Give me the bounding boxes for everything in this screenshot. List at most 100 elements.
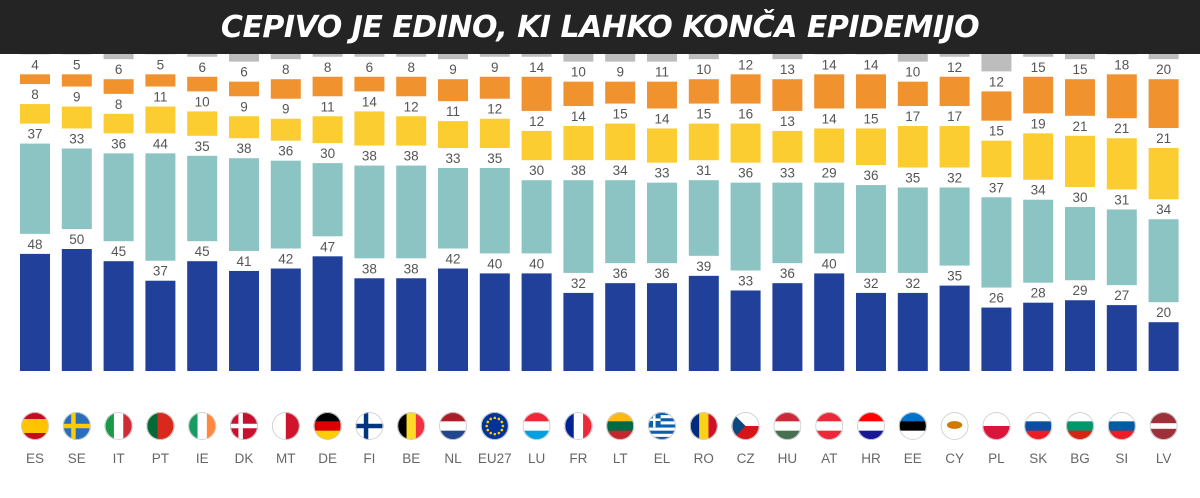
value-label-lv-1: 34 [1156, 202, 1172, 217]
bar-segment-hu-0 [772, 283, 803, 371]
country-label-cy: CY [945, 451, 964, 466]
flag-icon-si [1107, 412, 1136, 440]
bar-segment-hr-3 [856, 74, 886, 109]
value-label-el-3: 11 [655, 65, 669, 80]
flag-icon-at [815, 412, 844, 440]
bar-segment-de-4 [312, 54, 343, 57]
value-label-ee-2: 17 [905, 109, 920, 124]
flag-icon-fr [564, 412, 593, 440]
value-label-mt-1: 36 [278, 144, 293, 159]
value-label-pl-0: 26 [989, 291, 1004, 306]
value-label-se-1: 33 [69, 131, 84, 146]
bar-segment-es-0 [20, 253, 50, 371]
bar-segment-fr-2 [563, 126, 594, 161]
country-label-be: BE [402, 451, 420, 466]
value-label-cy-0: 35 [947, 269, 962, 284]
value-label-ie-2: 10 [195, 94, 210, 109]
bar-segment-bg-3 [1065, 79, 1095, 116]
value-label-ie-0: 45 [195, 244, 210, 259]
flag-icon-ro [689, 412, 718, 440]
bar-segment-bg-4 [1065, 54, 1095, 60]
bar-segment-lv-4 [1148, 54, 1179, 60]
bar-segment-sk-4 [1023, 54, 1054, 57]
value-label-at-0: 40 [822, 256, 837, 271]
bar-segment-ro-4 [688, 54, 719, 60]
bar-segment-ro-3 [688, 79, 719, 104]
value-label-cy-2: 17 [947, 109, 962, 124]
bar-segment-be-3 [396, 76, 427, 97]
value-label-hr-3: 14 [863, 57, 879, 72]
bar-segment-hr-1 [856, 185, 886, 273]
bar-segment-eu27-4 [479, 54, 510, 57]
bar-segment-lv-1 [1148, 219, 1179, 303]
bar-segment-pt-2 [145, 106, 176, 134]
bar-segment-ie-0 [187, 261, 218, 371]
value-label-pt-3: 5 [157, 57, 165, 72]
value-label-dk-1: 38 [236, 141, 251, 156]
bar-segment-pt-1 [145, 153, 176, 261]
value-label-it-0: 45 [111, 244, 126, 259]
bar-segment-ro-1 [688, 180, 719, 256]
bar-segment-cy-4 [939, 54, 970, 57]
bar-segment-bg-2 [1065, 135, 1095, 188]
bar-segment-el-0 [647, 283, 677, 371]
bar-segment-nl-4 [438, 54, 468, 60]
bar-segment-pl-2 [981, 140, 1012, 178]
bar-segment-it-4 [103, 54, 134, 60]
flag-icon-pt [146, 412, 175, 440]
country-label-fr: FR [569, 451, 587, 466]
bar-segment-it-1 [103, 153, 134, 242]
value-label-es-2: 8 [31, 87, 39, 102]
bar-segment-at-3 [814, 74, 845, 109]
bar-segment-ee-4 [897, 54, 928, 62]
country-label-nl: NL [444, 451, 462, 466]
value-label-se-3: 5 [73, 57, 81, 72]
bar-segment-cy-0 [939, 285, 970, 371]
value-label-es-0: 48 [27, 237, 42, 252]
value-label-se-2: 9 [73, 90, 81, 105]
value-label-cy-3: 12 [947, 60, 962, 75]
country-label-hr: HR [861, 451, 881, 466]
value-label-ro-2: 15 [696, 107, 711, 122]
bar-segment-se-2 [61, 106, 92, 129]
value-label-de-2: 11 [321, 99, 335, 114]
bar-segment-se-1 [61, 148, 92, 229]
value-label-dk-0: 41 [236, 254, 251, 269]
bar-segment-el-4 [647, 54, 677, 62]
value-label-mt-3: 8 [282, 62, 290, 77]
flag-icon-eu27 [480, 412, 509, 440]
value-label-bg-2: 21 [1072, 119, 1087, 134]
value-label-lu-3: 14 [529, 60, 545, 75]
value-label-pt-1: 44 [153, 136, 169, 151]
value-label-be-0: 38 [404, 261, 419, 276]
bar-segment-mt-3 [270, 79, 301, 99]
value-label-hu-1: 33 [780, 166, 795, 181]
bar-segment-ro-2 [688, 123, 719, 161]
chart-title: CEPIVO JE EDINO, KI LAHKO KONČA EPIDEMIJ… [220, 9, 980, 45]
value-label-lu-0: 40 [529, 256, 544, 271]
flag-icon-hu [773, 412, 802, 440]
value-label-cz-3: 12 [738, 57, 753, 72]
bar-segment-lv-0 [1148, 322, 1179, 371]
country-label-hu: HU [778, 451, 798, 466]
bar-segment-ro-0 [688, 275, 719, 371]
bar-segment-at-0 [814, 273, 845, 371]
bar-segment-dk-0 [229, 270, 259, 371]
bar-segment-si-0 [1106, 305, 1137, 371]
bar-segment-ee-2 [897, 126, 928, 168]
value-label-pl-2: 15 [989, 124, 1004, 139]
bar-segment-pl-0 [981, 307, 1012, 371]
value-label-pt-0: 37 [153, 264, 168, 279]
country-label-lv: LV [1156, 451, 1172, 466]
value-label-eu27-2: 12 [487, 102, 502, 117]
value-label-it-1: 36 [111, 136, 126, 151]
bar-segment-it-3 [103, 79, 134, 94]
country-label-dk: DK [235, 451, 254, 466]
bar-segment-lu-0 [521, 273, 552, 371]
country-label-lt: LT [613, 451, 628, 466]
bar-segment-nl-2 [438, 121, 468, 148]
value-label-se-0: 50 [69, 232, 84, 247]
value-label-ie-1: 35 [195, 139, 210, 154]
bar-segment-be-0 [396, 278, 427, 371]
value-label-at-3: 14 [822, 57, 838, 72]
